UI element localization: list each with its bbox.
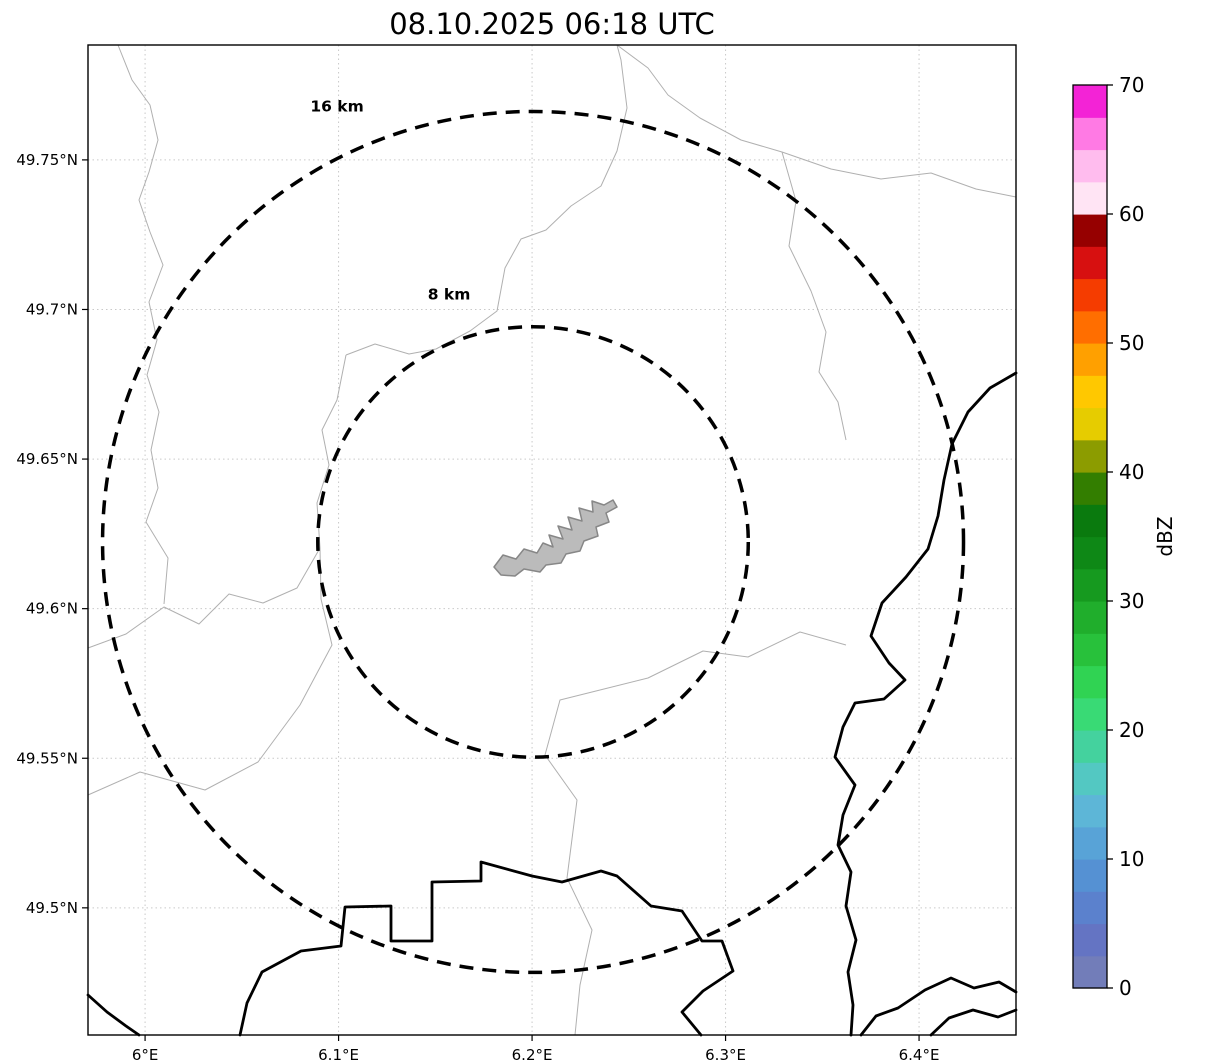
admin-boundary bbox=[616, 44, 1017, 198]
colorbar: 0 10 20 30 40 50 60 70 dBZ bbox=[1072, 73, 1177, 1000]
colorbar-segment bbox=[1073, 923, 1107, 957]
gridlines bbox=[88, 45, 1016, 1035]
range-ring bbox=[316, 324, 751, 759]
colorbar-segment bbox=[1073, 278, 1107, 312]
admin-boundary bbox=[599, 631, 847, 691]
urban-area bbox=[493, 499, 618, 577]
colorbar-tick-label: 50 bbox=[1119, 331, 1144, 355]
colorbar-label: dBZ bbox=[1153, 516, 1177, 556]
rivers-borders bbox=[86, 371, 1018, 1037]
colorbar-tick-label: 0 bbox=[1119, 976, 1132, 1000]
y-tick-label: 49.5°N bbox=[26, 899, 78, 917]
colorbar-segment bbox=[1073, 149, 1107, 183]
colorbar-tick-label: 60 bbox=[1119, 202, 1144, 226]
river-border bbox=[859, 976, 1018, 1037]
colorbar-tick-label: 10 bbox=[1119, 847, 1144, 871]
colorbar-segment bbox=[1073, 859, 1107, 892]
colorbar-segment bbox=[1073, 633, 1107, 667]
colorbar-segment bbox=[1073, 826, 1107, 860]
x-tick-label: 6.3°E bbox=[705, 1046, 746, 1064]
range-ring-label: 8 km bbox=[428, 286, 471, 304]
river-border bbox=[86, 993, 141, 1037]
figure-title: 08.10.2025 06:18 UTC bbox=[389, 7, 715, 41]
urban-area-layer bbox=[493, 499, 618, 577]
x-tick-label: 6.1°E bbox=[318, 1046, 359, 1064]
admin-boundary bbox=[117, 44, 169, 605]
colorbar-tick-label: 70 bbox=[1119, 73, 1144, 97]
admin-boundary bbox=[87, 354, 347, 649]
range-ring-label: 16 km bbox=[310, 97, 363, 115]
y-tick-label: 49.65°N bbox=[16, 450, 78, 468]
x-tick-label: 6.4°E bbox=[899, 1046, 940, 1064]
y-tick-label: 49.75°N bbox=[16, 151, 78, 169]
colorbar-segment bbox=[1073, 310, 1107, 344]
range-rings: 8 km 16 km bbox=[100, 97, 966, 975]
admin-boundary bbox=[87, 547, 333, 796]
colorbar-tick-label: 20 bbox=[1119, 718, 1144, 742]
range-ring bbox=[100, 109, 966, 975]
axis-ticks: 6°E 6.1°E 6.2°E 6.3°E 6.4°E 49.5°N 49.55°N 49.6… bbox=[16, 151, 939, 1064]
admin-boundary bbox=[544, 689, 601, 1036]
y-tick-label: 49.6°N bbox=[26, 600, 78, 618]
colorbar-segment bbox=[1073, 955, 1107, 989]
x-tick-label: 6°E bbox=[132, 1046, 159, 1064]
colorbar-segment bbox=[1073, 375, 1107, 409]
plot-border bbox=[87, 44, 1017, 1036]
river-border bbox=[833, 371, 1018, 1037]
colorbar-segment bbox=[1073, 891, 1107, 925]
colorbar-segment bbox=[1073, 504, 1107, 538]
colorbar-segment bbox=[1073, 665, 1107, 699]
colorbar-segment bbox=[1073, 697, 1107, 731]
colorbar-tick-label: 40 bbox=[1119, 460, 1144, 484]
colorbar-segment bbox=[1073, 246, 1107, 280]
colorbar-segment bbox=[1073, 439, 1107, 473]
colorbar-segment bbox=[1073, 181, 1107, 215]
colorbar-segment bbox=[1073, 343, 1107, 376]
colorbar-segment bbox=[1073, 472, 1107, 505]
y-tick-label: 49.7°N bbox=[26, 300, 78, 318]
admin-boundary bbox=[345, 44, 628, 356]
admin-boundary bbox=[781, 151, 847, 441]
colorbar-outline bbox=[1072, 84, 1108, 989]
colorbar-segment bbox=[1073, 117, 1107, 151]
colorbar-segment bbox=[1073, 762, 1107, 796]
colorbar-segment bbox=[1073, 730, 1107, 763]
colorbar-tick-label: 30 bbox=[1119, 589, 1144, 613]
river-border bbox=[929, 1008, 1018, 1037]
admin-boundaries bbox=[87, 44, 1017, 1036]
river-border bbox=[238, 860, 735, 1037]
colorbar-segment bbox=[1073, 85, 1107, 118]
y-tick-label: 49.55°N bbox=[16, 749, 78, 767]
colorbar-segment bbox=[1073, 568, 1107, 602]
colorbar-segment bbox=[1073, 536, 1107, 570]
colorbar-segment bbox=[1073, 794, 1107, 828]
x-tick-label: 6.2°E bbox=[512, 1046, 553, 1064]
colorbar-segment bbox=[1073, 407, 1107, 441]
colorbar-segment bbox=[1073, 214, 1107, 247]
colorbar-segment bbox=[1073, 601, 1107, 634]
